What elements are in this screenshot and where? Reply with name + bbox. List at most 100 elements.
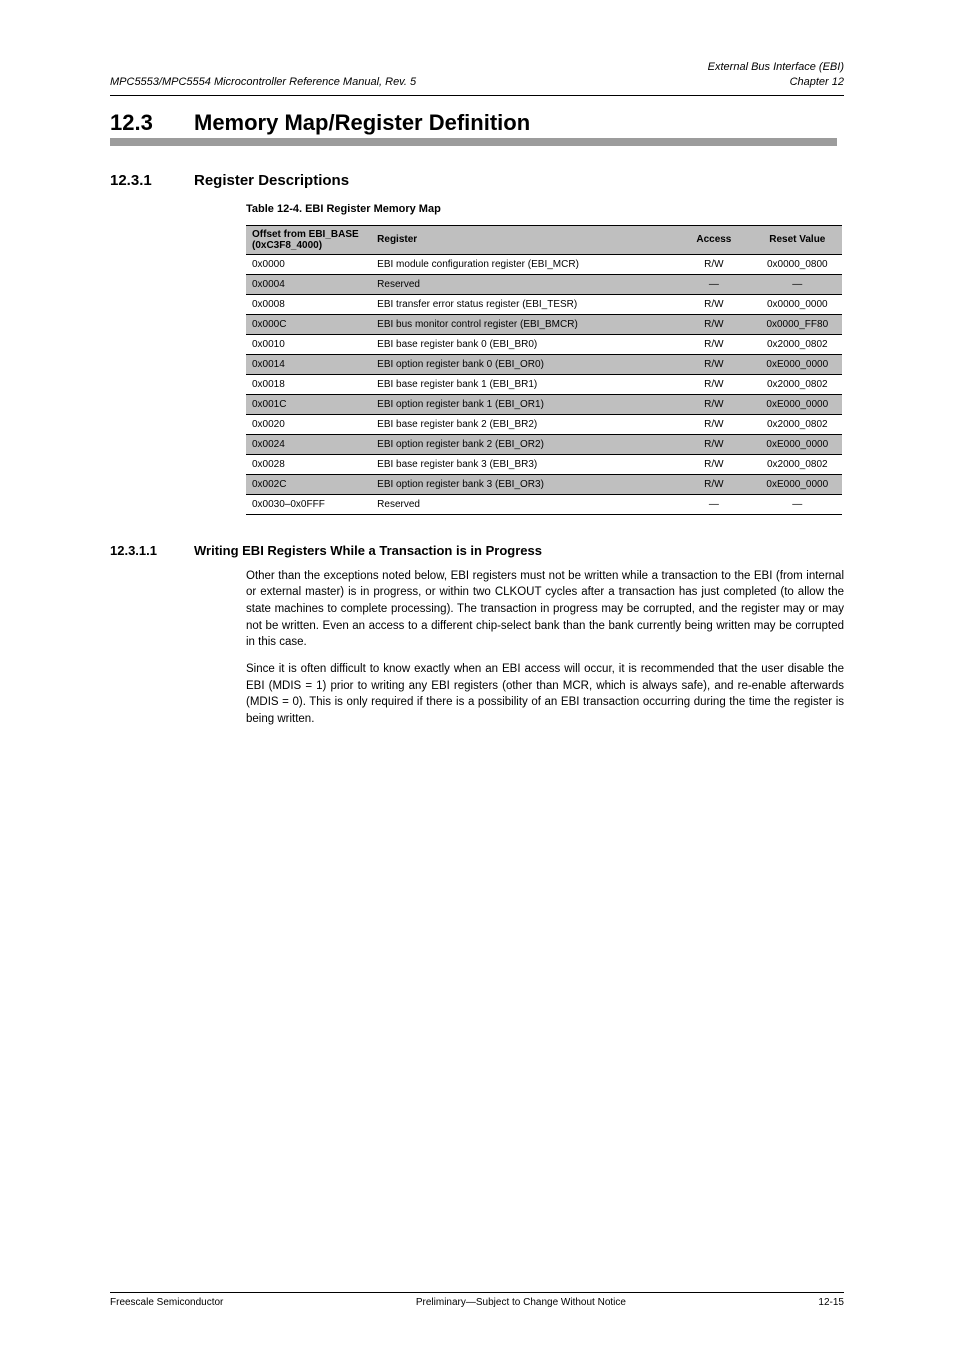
- table-cell: 0x002C: [246, 474, 371, 494]
- table-cell: 0x2000_0802: [753, 334, 842, 354]
- table-cell: R/W: [675, 314, 752, 334]
- table-cell: 0x0028: [246, 454, 371, 474]
- table-cell: EBI option register bank 1 (EBI_OR1): [371, 394, 675, 414]
- col-header-access: Access: [675, 225, 752, 254]
- table-cell: EBI option register bank 0 (EBI_OR0): [371, 354, 675, 374]
- footer-row: Freescale Semiconductor Preliminary—Subj…: [110, 1297, 844, 1308]
- table-cell: 0x0018: [246, 374, 371, 394]
- table-cell: 0x001C: [246, 394, 371, 414]
- subsubsection-title: Writing EBI Registers While a Transactio…: [194, 543, 542, 558]
- table-body: 0x0000EBI module configuration register …: [246, 254, 842, 514]
- subsubsection-number: 12.3.1.1: [110, 543, 184, 558]
- table-cell: EBI base register bank 2 (EBI_BR2): [371, 414, 675, 434]
- table-cell: R/W: [675, 294, 752, 314]
- table-cell: 0x2000_0802: [753, 374, 842, 394]
- table-cell: R/W: [675, 414, 752, 434]
- table-cell: R/W: [675, 474, 752, 494]
- section-title: Memory Map/Register Definition: [194, 110, 530, 136]
- table-row: 0x0000EBI module configuration register …: [246, 254, 842, 274]
- table-cell: 0x0000_FF80: [753, 314, 842, 334]
- table-cell: R/W: [675, 394, 752, 414]
- table-row: 0x0008EBI transfer error status register…: [246, 294, 842, 314]
- table-cell: 0x0004: [246, 274, 371, 294]
- subsubsection-heading: 12.3.1.1 Writing EBI Registers While a T…: [110, 543, 844, 558]
- page-container: MPC5553/MPC5554 Microcontroller Referenc…: [0, 0, 954, 728]
- table-cell: 0x0024: [246, 434, 371, 454]
- table-row: 0x0010EBI base register bank 0 (EBI_BR0)…: [246, 334, 842, 354]
- table-row: 0x0004Reserved——: [246, 274, 842, 294]
- table-cell: —: [675, 494, 752, 514]
- table-cell: EBI base register bank 0 (EBI_BR0): [371, 334, 675, 354]
- table-cell: EBI module configuration register (EBI_M…: [371, 254, 675, 274]
- section-number: 12.3: [110, 110, 184, 136]
- table-cell: —: [675, 274, 752, 294]
- footer-left: Freescale Semiconductor: [110, 1297, 223, 1308]
- table-cell: 0x0000_0000: [753, 294, 842, 314]
- subsection-title: Register Descriptions: [194, 172, 349, 189]
- page-header: MPC5553/MPC5554 Microcontroller Referenc…: [110, 60, 844, 91]
- table-cell: 0x0008: [246, 294, 371, 314]
- subsection-number: 12.3.1: [110, 172, 184, 189]
- table-cell: —: [753, 274, 842, 294]
- header-rule: [110, 95, 844, 96]
- table-row: 0x0014EBI option register bank 0 (EBI_OR…: [246, 354, 842, 374]
- table-header-row: Offset from EBI_BASE (0xC3F8_4000) Regis…: [246, 225, 842, 254]
- table-cell: 0xE000_0000: [753, 434, 842, 454]
- body-text: Other than the exceptions noted below, E…: [246, 568, 844, 728]
- table-row: 0x001CEBI option register bank 1 (EBI_OR…: [246, 394, 842, 414]
- table-cell: EBI option register bank 2 (EBI_OR2): [371, 434, 675, 454]
- header-chapter-title: External Bus Interface (EBI): [708, 60, 844, 75]
- table-caption: Table 12-4. EBI Register Memory Map: [246, 203, 842, 215]
- table-cell: 0x0014: [246, 354, 371, 374]
- table-cell: Reserved: [371, 494, 675, 514]
- table-cell: R/W: [675, 354, 752, 374]
- table-cell: EBI base register bank 1 (EBI_BR1): [371, 374, 675, 394]
- table-container: Table 12-4. EBI Register Memory Map Offs…: [246, 203, 842, 515]
- section-title-bar: [110, 138, 837, 146]
- table-row: 0x000CEBI bus monitor control register (…: [246, 314, 842, 334]
- table-cell: R/W: [675, 334, 752, 354]
- table-cell: R/W: [675, 454, 752, 474]
- col-header-reset: Reset Value: [753, 225, 842, 254]
- col-header-offset: Offset from EBI_BASE (0xC3F8_4000): [246, 225, 371, 254]
- table-row: 0x0028EBI base register bank 3 (EBI_BR3)…: [246, 454, 842, 474]
- table-cell: 0x0030–0x0FFF: [246, 494, 371, 514]
- footer-rule: [110, 1292, 844, 1293]
- table-cell: 0x0000: [246, 254, 371, 274]
- table-cell: EBI bus monitor control register (EBI_BM…: [371, 314, 675, 334]
- table-cell: 0xE000_0000: [753, 394, 842, 414]
- table-cell: EBI base register bank 3 (EBI_BR3): [371, 454, 675, 474]
- table-cell: 0x2000_0802: [753, 454, 842, 474]
- table-row: 0x0018EBI base register bank 1 (EBI_BR1)…: [246, 374, 842, 394]
- header-right: External Bus Interface (EBI) Chapter 12: [708, 60, 844, 91]
- table-cell: 0x2000_0802: [753, 414, 842, 434]
- table-cell: —: [753, 494, 842, 514]
- footer-center: Preliminary—Subject to Change Without No…: [416, 1297, 626, 1308]
- table-cell: EBI option register bank 3 (EBI_OR3): [371, 474, 675, 494]
- subsection-heading: 12.3.1 Register Descriptions: [110, 172, 844, 189]
- table-cell: 0x0010: [246, 334, 371, 354]
- table-cell: R/W: [675, 374, 752, 394]
- header-doc-title: MPC5553/MPC5554 Microcontroller Referenc…: [110, 76, 416, 88]
- table-cell: 0x0020: [246, 414, 371, 434]
- table-cell: 0xE000_0000: [753, 474, 842, 494]
- header-left: MPC5553/MPC5554 Microcontroller Referenc…: [110, 75, 416, 90]
- header-chapter-num: Chapter 12: [708, 75, 844, 90]
- table-cell: 0x000C: [246, 314, 371, 334]
- register-memory-map-table: Offset from EBI_BASE (0xC3F8_4000) Regis…: [246, 225, 842, 515]
- table-row: 0x002CEBI option register bank 3 (EBI_OR…: [246, 474, 842, 494]
- table-cell: R/W: [675, 434, 752, 454]
- col-header-register: Register: [371, 225, 675, 254]
- paragraph-2: Since it is often difficult to know exac…: [246, 661, 844, 728]
- table-cell: 0xE000_0000: [753, 354, 842, 374]
- table-cell: 0x0000_0800: [753, 254, 842, 274]
- footer-right: 12-15: [818, 1297, 844, 1308]
- table-cell: EBI transfer error status register (EBI_…: [371, 294, 675, 314]
- table-row: 0x0030–0x0FFFReserved——: [246, 494, 842, 514]
- page-footer: Freescale Semiconductor Preliminary—Subj…: [110, 1292, 844, 1308]
- table-row: 0x0024EBI option register bank 2 (EBI_OR…: [246, 434, 842, 454]
- table-row: 0x0020EBI base register bank 2 (EBI_BR2)…: [246, 414, 842, 434]
- paragraph-1: Other than the exceptions noted below, E…: [246, 568, 844, 651]
- table-cell: Reserved: [371, 274, 675, 294]
- section-heading: 12.3 Memory Map/Register Definition: [110, 110, 844, 136]
